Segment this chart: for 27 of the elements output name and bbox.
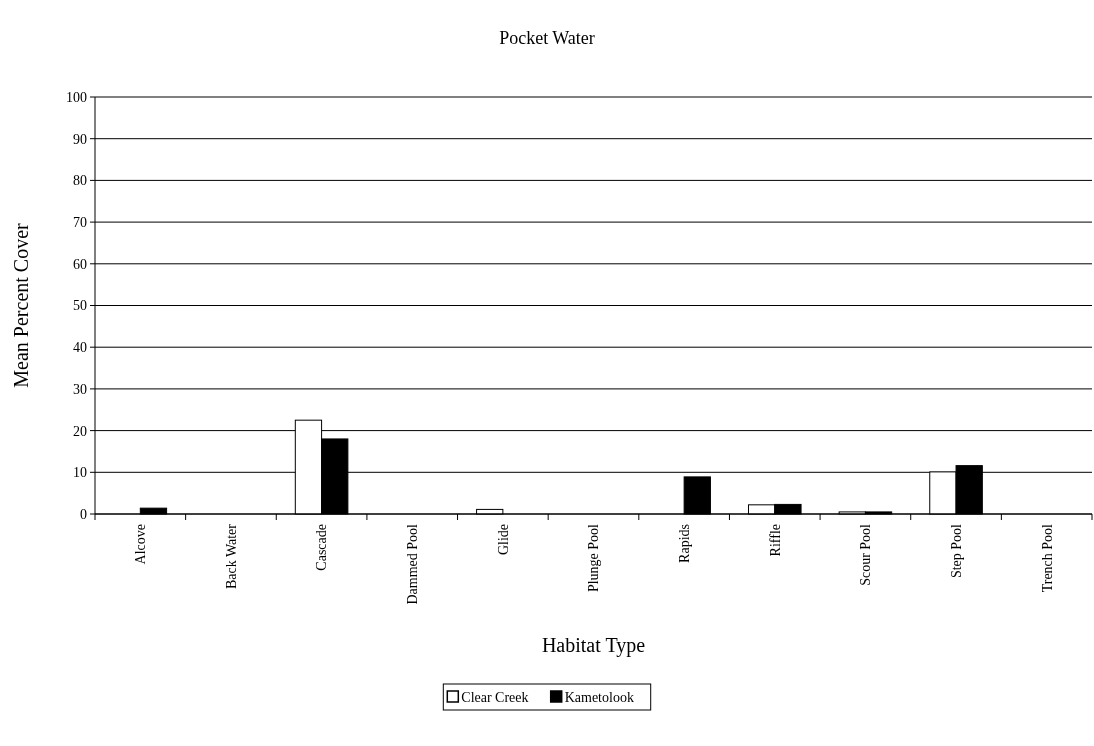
x-tick-label: Plunge Pool <box>586 523 602 593</box>
x-tick-label: Cascade <box>314 524 330 571</box>
y-tick-label: 0 <box>80 506 87 522</box>
x-tick-label: Back Water <box>223 523 239 590</box>
chart-title: Pocket Water <box>499 28 595 48</box>
x-tick-label: Dammed Pool <box>405 523 421 605</box>
x-tick-label: Step Pool <box>948 523 964 579</box>
y-tick-label: 50 <box>73 298 87 314</box>
y-tick-label: 40 <box>73 340 87 356</box>
y-tick-label: 100 <box>66 89 87 105</box>
y-tick-label: 20 <box>73 423 87 439</box>
y-tick-label: 10 <box>73 465 87 481</box>
x-tick-label: Rapids <box>677 524 693 563</box>
legend-label: Kametolook <box>564 689 634 705</box>
y-tick-label: 90 <box>73 131 87 147</box>
x-tick-label: Alcove <box>133 524 149 565</box>
y-tick-label: 60 <box>73 256 87 272</box>
legend-label: Clear Creek <box>461 689 529 705</box>
y-tick-label: 30 <box>73 381 87 397</box>
x-axis-title: Habitat Type <box>541 634 646 657</box>
y-tick-label: 80 <box>73 173 87 189</box>
x-tick-label: Glide <box>495 524 511 556</box>
x-tick-label: Scour Pool <box>858 523 874 586</box>
x-tick-label: Riffle <box>767 524 783 557</box>
x-tick-label: Trench Pool <box>1039 523 1055 593</box>
y-tick-label: 70 <box>73 215 87 230</box>
y-axis-title: Mean Percent Cover <box>10 222 32 388</box>
